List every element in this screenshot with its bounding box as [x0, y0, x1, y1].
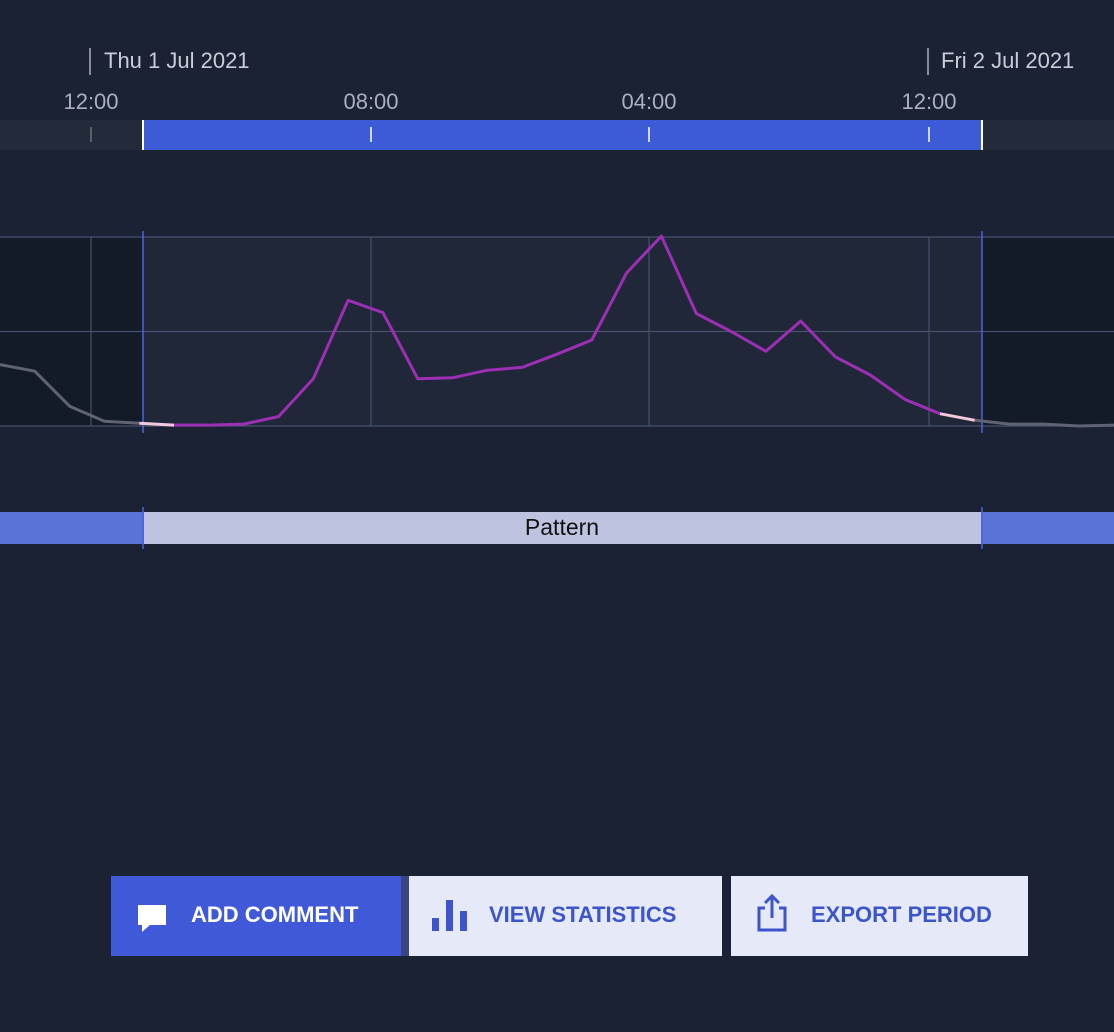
data-line	[974, 418, 1114, 428]
range-segment[interactable]	[144, 512, 981, 544]
button-label: VIEW STATISTICS	[489, 902, 676, 927]
date-label: Fri 2 Jul 2021	[941, 48, 1074, 73]
data-line	[939, 412, 976, 422]
button-label: EXPORT PERIOD	[811, 902, 992, 927]
export-period-button[interactable]: EXPORT PERIOD	[731, 876, 1028, 956]
range-label: Pattern	[525, 514, 599, 540]
data-line	[0, 363, 140, 425]
add-comment-button[interactable]: ADD COMMENT	[111, 876, 401, 956]
comment-icon	[138, 905, 166, 932]
button-shadow	[401, 876, 409, 956]
data-line	[174, 234, 941, 427]
time-label: 08:00	[343, 89, 398, 114]
button-bg	[731, 876, 1028, 956]
view-statistics-button[interactable]: VIEW STATISTICS	[409, 876, 722, 956]
stats-icon	[446, 900, 453, 931]
time-label: 12:00	[63, 89, 118, 114]
export-icon	[757, 893, 787, 932]
time-label: 12:00	[901, 89, 956, 114]
overview-selection[interactable]	[143, 120, 982, 150]
date-label: Thu 1 Jul 2021	[104, 48, 250, 73]
stats-icon	[460, 911, 467, 931]
data-line	[139, 421, 175, 427]
stats-icon	[432, 918, 439, 931]
button-label: ADD COMMENT	[191, 902, 359, 927]
time-label: 04:00	[621, 89, 676, 114]
